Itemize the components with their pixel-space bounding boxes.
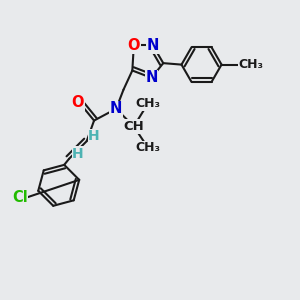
Text: H: H [72,146,84,161]
Text: N: N [145,70,158,86]
Text: H: H [88,129,100,143]
Text: CH₃: CH₃ [238,58,263,71]
Text: Cl: Cl [12,190,28,205]
Text: N: N [110,101,122,116]
Text: CH₃: CH₃ [135,141,161,154]
Text: N: N [147,38,159,53]
Text: CH: CH [123,120,144,133]
Text: O: O [128,38,140,53]
Text: CH₃: CH₃ [135,97,161,110]
Text: O: O [72,95,84,110]
